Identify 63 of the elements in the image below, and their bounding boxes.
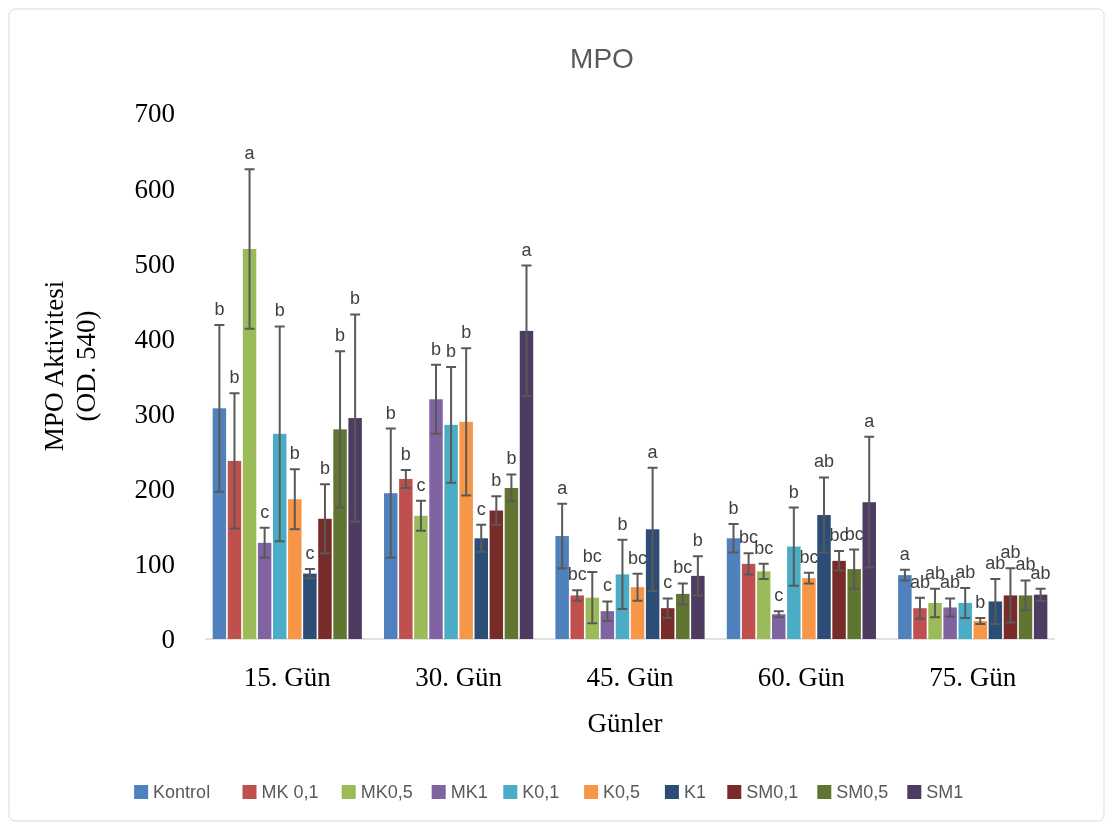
y-tick-label: 100 — [134, 549, 175, 580]
x-axis-title: Günler — [587, 708, 663, 738]
annotation: a — [864, 410, 876, 431]
annotation: b — [400, 443, 411, 464]
annotation: a — [647, 441, 659, 462]
annotation: bc — [582, 546, 602, 567]
legend-label: Kontrol — [153, 782, 211, 803]
annotation: c — [663, 572, 673, 593]
y-tick-label: 0 — [161, 624, 175, 655]
annotation: a — [521, 239, 533, 260]
annotation: c — [774, 585, 784, 606]
annotation: b — [975, 591, 986, 612]
legend-label: SM0,5 — [836, 782, 889, 803]
y-tick-label: 500 — [134, 248, 175, 279]
y-tick-label: 400 — [134, 323, 175, 354]
y-axis-title: MPO Aktivitesi (OD. 540) — [39, 280, 101, 452]
legend-label: SM1 — [926, 782, 964, 803]
annotation: a — [557, 477, 569, 498]
annotation: bc — [567, 564, 587, 585]
y-tick-label: 600 — [134, 173, 175, 204]
annotation: b — [692, 530, 703, 551]
annotation: c — [260, 501, 270, 522]
y-tick-label: 700 — [134, 98, 175, 129]
annotation: c — [602, 575, 612, 596]
annotation: b — [350, 288, 361, 309]
legend-label: SM0,1 — [746, 782, 799, 803]
annotation: a — [899, 543, 911, 564]
y-tick-label: 300 — [134, 399, 175, 430]
x-tick-label: 60. Gün — [757, 662, 846, 692]
legend-label: MK0,5 — [360, 782, 413, 803]
x-tick-label: 75. Gün — [929, 662, 1017, 692]
legend-label: K1 — [683, 782, 706, 803]
annotation: c — [416, 474, 426, 495]
annotation: bc — [628, 547, 648, 568]
annotation: b — [229, 367, 240, 388]
annotation: b — [274, 300, 285, 321]
annotation: b — [788, 481, 799, 502]
annotation: bc — [673, 557, 693, 578]
y-tick-label: 200 — [134, 474, 175, 505]
legend-label: MK1 — [450, 782, 488, 803]
annotation: c — [305, 543, 315, 564]
annotation: b — [289, 443, 300, 464]
annotation: b — [319, 458, 330, 479]
legend-label: K0,1 — [522, 782, 560, 803]
annotation: b — [431, 338, 442, 359]
legend-label: MK 0,1 — [261, 782, 319, 803]
annotation: b — [385, 402, 396, 423]
annotation: b — [617, 513, 628, 534]
annotation: b — [491, 470, 502, 491]
x-tick-label: 45. Gün — [586, 662, 674, 692]
annotation: b — [506, 448, 517, 469]
chart-title: MPO — [570, 43, 634, 74]
annotation: c — [476, 498, 486, 519]
annotation: b — [461, 322, 472, 343]
x-tick-label: 30. Gün — [415, 662, 503, 692]
x-tick-label: 15. Gün — [243, 662, 332, 692]
annotation: b — [214, 298, 225, 319]
legend-label: K0,5 — [603, 782, 641, 803]
annotation: ab — [813, 451, 835, 472]
annotation: a — [244, 143, 256, 164]
annotation: b — [728, 498, 739, 519]
annotation: b — [335, 325, 346, 346]
annotation: b — [446, 340, 457, 361]
